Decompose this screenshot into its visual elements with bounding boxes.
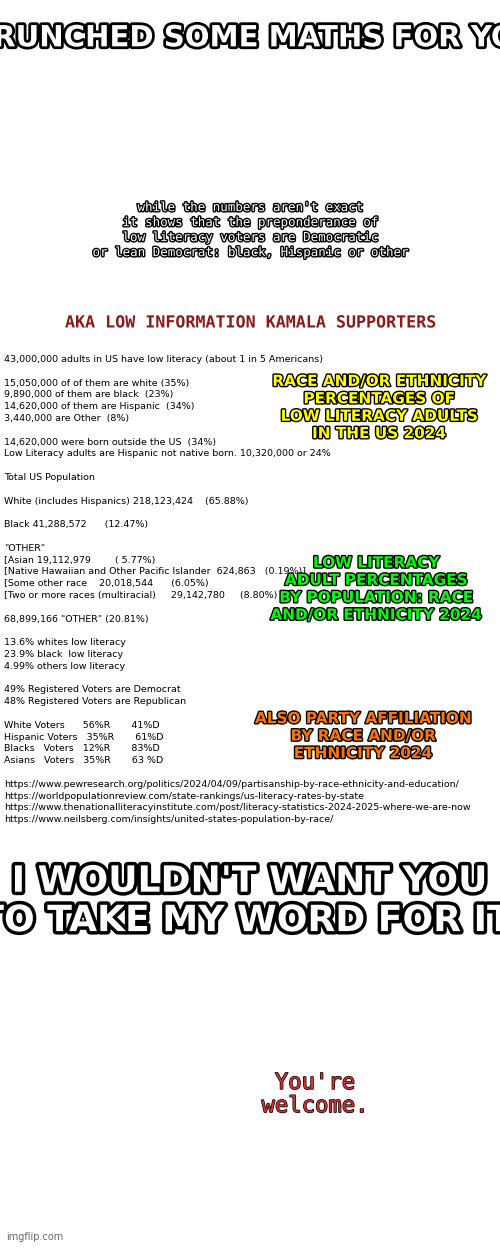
Text: while the numbers aren't exact
it shows that the preponderance of
low literacy v: while the numbers aren't exact it shows … (92, 201, 407, 259)
Text: Asians   Voters   35%R       63 %D: Asians Voters 35%R 63 %D (4, 756, 163, 765)
Text: 4.99% others low literacy: 4.99% others low literacy (4, 661, 125, 671)
Text: https://www.pewresearch.org/politics/2024/04/09/partisanship-by-race-ethnicity-a: https://www.pewresearch.org/politics/202… (4, 780, 459, 789)
Text: 14,620,000 of them are Hispanic  (34%): 14,620,000 of them are Hispanic (34%) (4, 402, 194, 411)
Text: Hispanic Voters   35%R       61%D: Hispanic Voters 35%R 61%D (4, 732, 164, 741)
Text: [Two or more races (multiracial)     29,142,780     (8.80%): [Two or more races (multiracial) 29,142,… (4, 591, 278, 600)
Text: 23.9% black  low literacy: 23.9% black low literacy (4, 650, 123, 659)
Text: ALSO PARTY AFFILIATION
BY RACE AND/OR
ETHNICITY 2024: ALSO PARTY AFFILIATION BY RACE AND/OR ET… (255, 711, 471, 761)
Text: 3,440,000 are Other  (8%): 3,440,000 are Other (8%) (4, 414, 129, 422)
Text: 15,050,000 of of them are white (35%): 15,050,000 of of them are white (35%) (4, 379, 189, 388)
Text: White (includes Hispanics) 218,123,424    (65.88%): White (includes Hispanics) 218,123,424 (… (4, 496, 248, 505)
Text: You're
welcome.: You're welcome. (262, 1072, 368, 1116)
Text: Total US Population: Total US Population (4, 472, 95, 482)
Text: https://worldpopulationreview.com/state-rankings/us-literacy-rates-by-state: https://worldpopulationreview.com/state-… (4, 791, 364, 800)
Text: "OTHER": "OTHER" (4, 544, 45, 552)
Text: I CRUNCHED SOME MATHS FOR YOU.: I CRUNCHED SOME MATHS FOR YOU. (0, 24, 500, 52)
Text: 9,890,000 of them are black  (23%): 9,890,000 of them are black (23%) (4, 390, 173, 400)
Text: [Asian 19,112,979        ( 5.77%): [Asian 19,112,979 ( 5.77%) (4, 555, 156, 565)
Text: 68,899,166 "OTHER" (20.81%): 68,899,166 "OTHER" (20.81%) (4, 615, 148, 624)
Text: LOW LITERACY
ADULT PERCENTAGES
BY POPULATION: RACE
AND/OR ETHNICITY 2024: LOW LITERACY ADULT PERCENTAGES BY POPULA… (270, 555, 482, 622)
Text: RACE AND/OR ETHNICITY
PERCENTAGES OF
LOW LITERACY ADULTS
IN THE US 2024: RACE AND/OR ETHNICITY PERCENTAGES OF LOW… (272, 374, 486, 441)
Text: 13.6% whites low literacy: 13.6% whites low literacy (4, 639, 126, 648)
Text: I WOULDN'T WANT YOU
TO TAKE MY WORD FOR IT.: I WOULDN'T WANT YOU TO TAKE MY WORD FOR … (0, 865, 500, 938)
Text: AKA LOW INFORMATION KAMALA SUPPORTERS: AKA LOW INFORMATION KAMALA SUPPORTERS (65, 314, 435, 331)
Text: White Voters      56%R       41%D: White Voters 56%R 41%D (4, 721, 160, 730)
Text: [Some other race    20,018,544      (6.05%): [Some other race 20,018,544 (6.05%) (4, 579, 208, 589)
Text: Black 41,288,572      (12.47%): Black 41,288,572 (12.47%) (4, 520, 148, 529)
Text: 14,620,000 were born outside the US  (34%): 14,620,000 were born outside the US (34%… (4, 438, 216, 446)
Text: https://www.neilsberg.com/insights/united-states-population-by-race/: https://www.neilsberg.com/insights/unite… (4, 815, 334, 824)
Text: [Native Hawaiian and Other Pacific Islander  624,863   (0.19%)]: [Native Hawaiian and Other Pacific Islan… (4, 568, 306, 576)
Text: Blacks   Voters   12%R       83%D: Blacks Voters 12%R 83%D (4, 745, 160, 754)
Text: https://www.thenationalliteracyinstitute.com/post/literacy-statistics-2024-2025-: https://www.thenationalliteracyinstitute… (4, 804, 470, 812)
Text: imgflip.com: imgflip.com (6, 1232, 63, 1242)
Text: 48% Registered Voters are Republican: 48% Registered Voters are Republican (4, 698, 186, 706)
Text: 43,000,000 adults in US have low literacy (about 1 in 5 Americans): 43,000,000 adults in US have low literac… (4, 355, 323, 364)
Text: 49% Registered Voters are Democrat: 49% Registered Voters are Democrat (4, 685, 180, 695)
Text: Low Literacy adults are Hispanic not native born. 10,320,000 or 24%: Low Literacy adults are Hispanic not nat… (4, 450, 331, 459)
